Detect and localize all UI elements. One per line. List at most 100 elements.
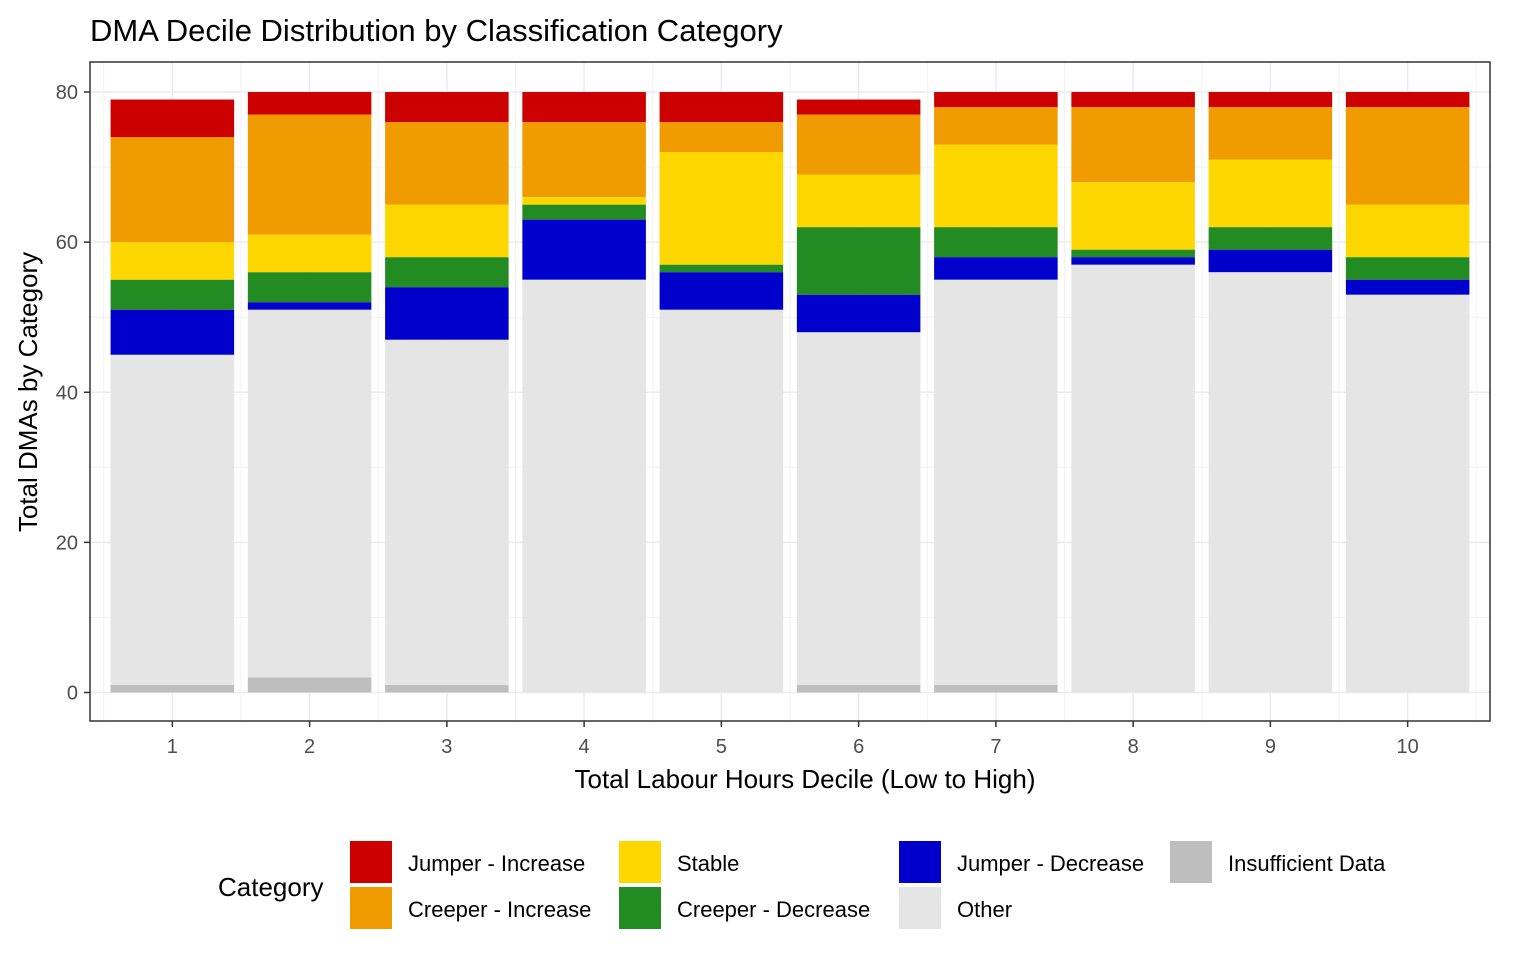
bar-segment-stable-2 [247, 234, 372, 273]
bar-segment-jumper-decrease-3 [385, 287, 509, 340]
x-tick-label: 2 [304, 736, 315, 758]
y-tick-label: 0 [67, 682, 78, 704]
bar-segment-insufficient-data-2 [247, 677, 372, 693]
bar-segment-insufficient-data-1 [110, 684, 235, 693]
x-tick-label: 8 [1128, 736, 1139, 758]
y-tick-label: 60 [56, 232, 78, 254]
bar-segment-creeper-increase-4 [522, 122, 646, 198]
bar-stack-9 [1208, 92, 1333, 693]
bar-segment-jumper-increase-1 [110, 99, 235, 138]
bar-segment-creeper-decrease-9 [1208, 227, 1333, 250]
legend: Category Jumper - Increase Creeper - Incr… [218, 841, 1386, 929]
bar-segment-other-9 [1208, 272, 1333, 693]
bar-segment-stable-7 [934, 144, 1058, 228]
legend-label-insufficient-data: Insufficient Data [1228, 851, 1386, 876]
legend-key-jumper-decrease [899, 841, 941, 883]
bar-segment-jumper-increase-9 [1208, 92, 1333, 108]
bar-segment-stable-8 [1071, 182, 1195, 250]
bar-segment-other-3 [385, 339, 509, 685]
bar-segment-creeper-decrease-6 [796, 227, 921, 295]
bar-segment-other-10 [1345, 294, 1470, 693]
bar-segment-other-5 [659, 309, 784, 693]
legend-item-creeper-increase: Creeper - Increase [350, 887, 591, 929]
x-tick-label: 9 [1265, 736, 1276, 758]
legend-label-creeper-decrease: Creeper - Decrease [677, 897, 870, 922]
legend-label-creeper-increase: Creeper - Increase [408, 897, 591, 922]
bar-stack-7 [934, 92, 1058, 693]
bar-segment-creeper-increase-1 [110, 137, 235, 243]
bar-segment-jumper-increase-7 [934, 92, 1058, 108]
legend-key-jumper-increase [350, 841, 392, 883]
legend-item-insufficient-data: Insufficient Data [1170, 841, 1386, 883]
bar-segment-jumper-increase-8 [1071, 92, 1195, 108]
y-tick-label: 40 [56, 382, 78, 404]
y-axis: 0 20 40 60 80 [56, 82, 90, 704]
bar-segment-creeper-increase-7 [934, 107, 1058, 145]
y-axis-title: Total DMAs by Category [13, 252, 43, 532]
bar-segment-creeper-decrease-10 [1345, 257, 1470, 280]
x-tick-label: 5 [716, 736, 727, 758]
bar-segment-stable-6 [796, 174, 921, 228]
bar-segment-stable-10 [1345, 204, 1470, 258]
bar-stack-5 [659, 92, 784, 693]
bar-segment-creeper-decrease-1 [110, 279, 235, 310]
bar-segment-jumper-increase-6 [796, 99, 921, 115]
legend-key-creeper-decrease [619, 887, 661, 929]
bar-segment-creeper-decrease-5 [659, 264, 784, 273]
bar-segment-other-4 [522, 279, 646, 693]
bar-segment-jumper-decrease-10 [1345, 279, 1470, 295]
legend-label-other: Other [957, 897, 1012, 922]
legend-key-other [899, 887, 941, 929]
bar-segment-creeper-increase-2 [247, 114, 372, 235]
legend-item-creeper-decrease: Creeper - Decrease [619, 887, 870, 929]
bar-stack-6 [796, 99, 921, 693]
y-tick-label: 80 [56, 82, 78, 104]
bar-segment-stable-3 [385, 204, 509, 258]
bar-segment-creeper-decrease-2 [247, 272, 372, 303]
legend-item-jumper-increase: Jumper - Increase [350, 841, 585, 883]
x-tick-label: 1 [167, 736, 178, 758]
bar-segment-jumper-increase-3 [385, 92, 509, 123]
bar-segment-jumper-decrease-5 [659, 272, 784, 310]
panel-border [89, 61, 1491, 722]
bar-segment-stable-4 [522, 197, 646, 205]
bar-segment-other-7 [934, 279, 1058, 685]
legend-item-stable: Stable [619, 841, 739, 883]
x-tick-label: 6 [853, 736, 864, 758]
bar-segment-insufficient-data-6 [796, 684, 921, 693]
bar-segment-creeper-increase-10 [1345, 107, 1470, 205]
bar-segment-creeper-decrease-3 [385, 257, 509, 288]
bar-segment-stable-5 [659, 152, 784, 265]
bar-segment-other-2 [247, 309, 372, 678]
bar-segment-jumper-increase-5 [659, 92, 784, 123]
x-tick-label: 10 [1397, 736, 1419, 758]
legend-title: Category [218, 872, 324, 902]
bar-stack-2 [247, 92, 372, 693]
legend-label-stable: Stable [677, 851, 739, 876]
bar-segment-stable-9 [1208, 159, 1333, 228]
x-tick-label: 4 [579, 736, 590, 758]
bar-segment-other-6 [796, 332, 921, 685]
legend-key-stable [619, 841, 661, 883]
bar-segment-jumper-decrease-9 [1208, 249, 1333, 273]
bar-segment-jumper-decrease-2 [247, 302, 372, 310]
legend-item-other: Other [899, 887, 1012, 929]
bar-segment-jumper-increase-2 [247, 92, 372, 115]
bar-segment-jumper-decrease-6 [796, 294, 921, 333]
bar-segment-other-8 [1071, 264, 1195, 693]
bar-segment-creeper-increase-6 [796, 114, 921, 175]
bar-segment-insufficient-data-3 [385, 684, 509, 693]
legend-label-jumper-increase: Jumper - Increase [408, 851, 585, 876]
legend-label-jumper-decrease: Jumper - Decrease [957, 851, 1144, 876]
bar-segment-jumper-decrease-8 [1071, 257, 1195, 265]
bars [110, 92, 1470, 693]
x-tick-label: 7 [990, 736, 1001, 758]
bar-segment-insufficient-data-7 [934, 684, 1058, 693]
bar-segment-jumper-decrease-1 [110, 309, 235, 355]
bar-segment-jumper-increase-10 [1345, 92, 1470, 108]
bar-segment-jumper-decrease-4 [522, 219, 646, 280]
bar-stack-10 [1345, 92, 1470, 693]
y-tick-label: 20 [56, 532, 78, 554]
bar-stack-8 [1071, 92, 1195, 693]
